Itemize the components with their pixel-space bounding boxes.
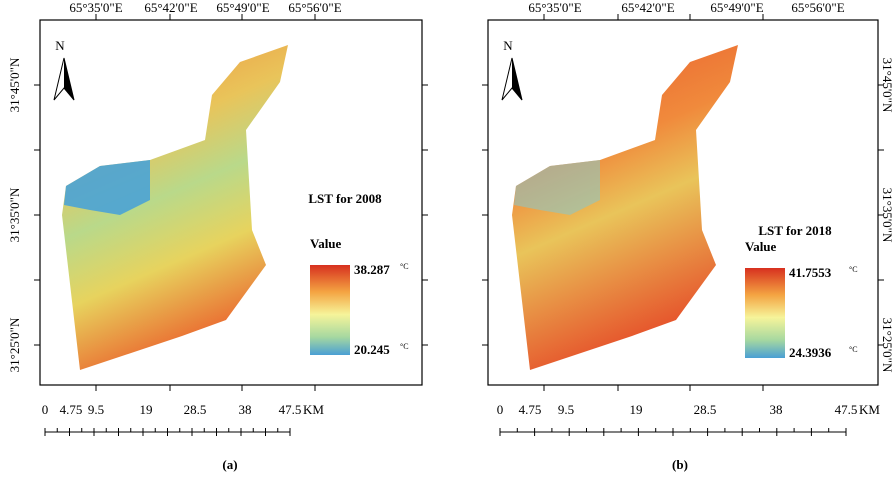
latitude-label: 31°45'0"N bbox=[7, 57, 22, 112]
scale-unit: KM bbox=[303, 402, 324, 417]
water-body bbox=[514, 160, 600, 215]
latitude-label: 31°25'0"N bbox=[880, 318, 895, 373]
latitude-label: 31°35'0"N bbox=[7, 187, 22, 242]
latitude-label: 31°45'0"N bbox=[880, 58, 895, 113]
panel-caption: (a) bbox=[222, 457, 237, 472]
legend-min-unit: °C bbox=[849, 345, 858, 354]
scale-label: 0 bbox=[497, 402, 504, 417]
map-title: LST for 2008 bbox=[308, 191, 382, 206]
legend-max-unit: °C bbox=[400, 262, 409, 271]
scale-label: 19 bbox=[630, 402, 643, 417]
legend-min-unit: °C bbox=[400, 342, 409, 351]
longitude-label: 65°35'0"E bbox=[528, 0, 581, 15]
north-arrow-half bbox=[64, 58, 74, 100]
scale-label: 9.5 bbox=[88, 402, 104, 417]
scale-label: 47.5 bbox=[279, 402, 302, 417]
legend-max-unit: °C bbox=[849, 265, 858, 274]
legend-colorbar bbox=[310, 265, 350, 355]
longitude-label: 65°56'0"E bbox=[288, 0, 341, 15]
scale-label: 4.75 bbox=[60, 402, 83, 417]
panel-caption: (b) bbox=[672, 457, 688, 472]
north-label: N bbox=[503, 38, 513, 53]
legend-title: Value bbox=[310, 236, 342, 251]
legend-max: 38.287 bbox=[354, 262, 390, 277]
legend-max: 41.7553 bbox=[789, 265, 832, 280]
scale-label: 28.5 bbox=[184, 402, 207, 417]
scale-label: 19 bbox=[140, 402, 153, 417]
latitude-label: 31°25'0"N bbox=[7, 317, 22, 372]
legend-title: Value bbox=[745, 239, 777, 254]
map-panel: N LST for 2008 Value 38.287 °C 20.245 °C 65°35'… bbox=[7, 0, 428, 472]
scale-unit: KM bbox=[859, 402, 880, 417]
scale-label: 0 bbox=[42, 402, 49, 417]
longitude-label: 65°42'0"E bbox=[144, 0, 197, 15]
map-frame bbox=[487, 19, 879, 386]
latitude-label: 31°35'0"N bbox=[880, 188, 895, 243]
map-frame bbox=[39, 19, 423, 386]
scale-label: 38 bbox=[239, 402, 252, 417]
legend-min: 20.245 bbox=[354, 342, 390, 357]
study-area bbox=[512, 45, 738, 370]
longitude-label: 65°49'0"E bbox=[216, 0, 269, 15]
scale-label: 38 bbox=[770, 402, 783, 417]
scale-label: 9.5 bbox=[558, 402, 574, 417]
scale-label: 4.75 bbox=[519, 402, 542, 417]
legend-min: 24.3936 bbox=[789, 345, 832, 360]
scale-label: 28.5 bbox=[694, 402, 717, 417]
map-title: LST for 2018 bbox=[758, 223, 832, 238]
longitude-label: 65°35'0"E bbox=[69, 0, 122, 15]
legend-colorbar bbox=[745, 268, 785, 358]
longitude-label: 65°42'0"E bbox=[621, 0, 674, 15]
longitude-label: 65°49'0"E bbox=[710, 0, 763, 15]
study-area bbox=[62, 45, 288, 370]
north-label: N bbox=[55, 38, 65, 53]
water-body bbox=[64, 160, 150, 215]
scale-label: 47.5 bbox=[835, 402, 858, 417]
longitude-label: 65°56'0"E bbox=[791, 0, 844, 15]
north-arrow-half bbox=[512, 58, 522, 100]
